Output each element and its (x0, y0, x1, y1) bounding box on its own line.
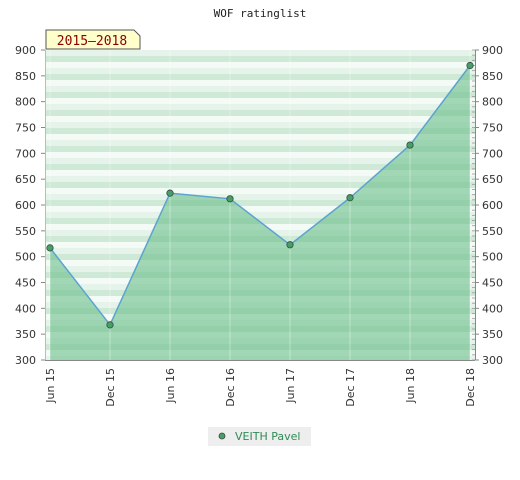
x-tick-label: Jun 18 (404, 368, 417, 404)
plot-band (45, 80, 475, 86)
plot-band (45, 146, 475, 152)
y-tick-label-right: 350 (482, 328, 503, 341)
plot-band (45, 200, 475, 206)
data-point (466, 61, 474, 70)
plot-band (45, 164, 475, 170)
plot-band (45, 86, 475, 92)
y-tick-label-right: 300 (482, 354, 503, 367)
y-tick-label-right: 500 (482, 251, 503, 264)
y-tick-label-left: 300 (15, 354, 36, 367)
data-point (406, 141, 414, 149)
series-area (50, 65, 470, 360)
x-axis: Jun 15 Dec 15 Jun 16 Dec 16 Jun 17 Dec 17 Jun … (44, 368, 477, 407)
plot-band (45, 176, 475, 182)
y-tick-label-left: 750 (15, 122, 36, 135)
y-tick-label-right: 900 (482, 44, 503, 57)
plot-band (45, 122, 475, 128)
plot-band (45, 158, 475, 164)
plot-band (45, 152, 475, 158)
y-tick-label-left: 800 (15, 96, 36, 109)
legend-box (208, 427, 311, 446)
legend-marker (218, 432, 226, 440)
series-line-path (49, 65, 471, 327)
y-tick-label-right: 550 (482, 225, 503, 238)
plot-band (45, 62, 475, 68)
y-tick-label-left: 850 (15, 70, 36, 83)
period-badge: 2015–2018 (45, 29, 141, 50)
plot-band (45, 50, 475, 56)
data-point (226, 195, 234, 203)
period-badge-box (45, 29, 141, 50)
y-tick-label-left: 650 (15, 173, 36, 186)
series-line (49, 65, 471, 327)
y-tick-label-right: 650 (482, 173, 503, 186)
chart-title: WOF ratinglist (214, 7, 307, 20)
data-point (286, 241, 294, 249)
y-tick-label-left: 400 (15, 302, 36, 315)
y-axis-left: 300 350 400 450 500 550 600 650 700 750 800 850 900 (15, 44, 45, 367)
plot-band (45, 194, 475, 200)
plot-band (45, 212, 475, 218)
y-tick-label-left: 350 (15, 328, 36, 341)
y-tick-label-left: 450 (15, 277, 36, 290)
x-tick-label: Dec 18 (464, 368, 477, 407)
data-point (46, 244, 54, 252)
y-tick-label-left: 600 (15, 199, 36, 212)
legend-label: VEITH Pavel (235, 430, 300, 443)
plot-band (45, 92, 475, 98)
plot-band (45, 188, 475, 194)
x-tick-label: Jun 16 (164, 368, 177, 404)
x-tick-label: Dec 15 (104, 368, 117, 407)
data-point (106, 321, 114, 329)
data-point (166, 189, 174, 197)
plot-band (45, 56, 475, 62)
plot-band (45, 170, 475, 176)
y-tick-label-left: 700 (15, 147, 36, 160)
plot-band (45, 98, 475, 104)
y-tick-label-left: 500 (15, 251, 36, 264)
plot-band (45, 182, 475, 188)
plot-band (45, 128, 475, 134)
y-tick-label-right: 750 (482, 122, 503, 135)
y-tick-label-left: 900 (15, 44, 36, 57)
plot-band (45, 206, 475, 212)
x-tick-label: Jun 17 (284, 368, 297, 404)
x-gridlines (49, 50, 471, 360)
y-tick-label-right: 700 (482, 147, 503, 160)
y-tick-label-right: 600 (482, 199, 503, 212)
x-tick-label: Dec 16 (224, 368, 237, 407)
data-point (346, 194, 354, 202)
legend: VEITH Pavel (208, 427, 311, 446)
plot-band (45, 110, 475, 116)
y-tick-label-right: 800 (482, 96, 503, 109)
plot-band (45, 68, 475, 74)
plot-band (45, 134, 475, 140)
y-tick-label-left: 550 (15, 225, 36, 238)
plot-band (45, 74, 475, 80)
y-tick-label-right: 400 (482, 302, 503, 315)
y-tick-label-right: 850 (482, 70, 503, 83)
x-tick-label: Jun 15 (44, 368, 57, 404)
x-tick-label: Dec 17 (344, 368, 357, 407)
plot-band (45, 140, 475, 146)
period-badge-label: 2015–2018 (57, 34, 127, 49)
series-points (46, 61, 474, 329)
plot-band (45, 116, 475, 122)
plot-band (45, 104, 475, 110)
y-axis-right: 300 350 400 450 500 550 600 650 700 750 800 850 900 (472, 44, 503, 367)
y-tick-label-right: 450 (482, 277, 503, 290)
series-area-fill (50, 65, 470, 360)
